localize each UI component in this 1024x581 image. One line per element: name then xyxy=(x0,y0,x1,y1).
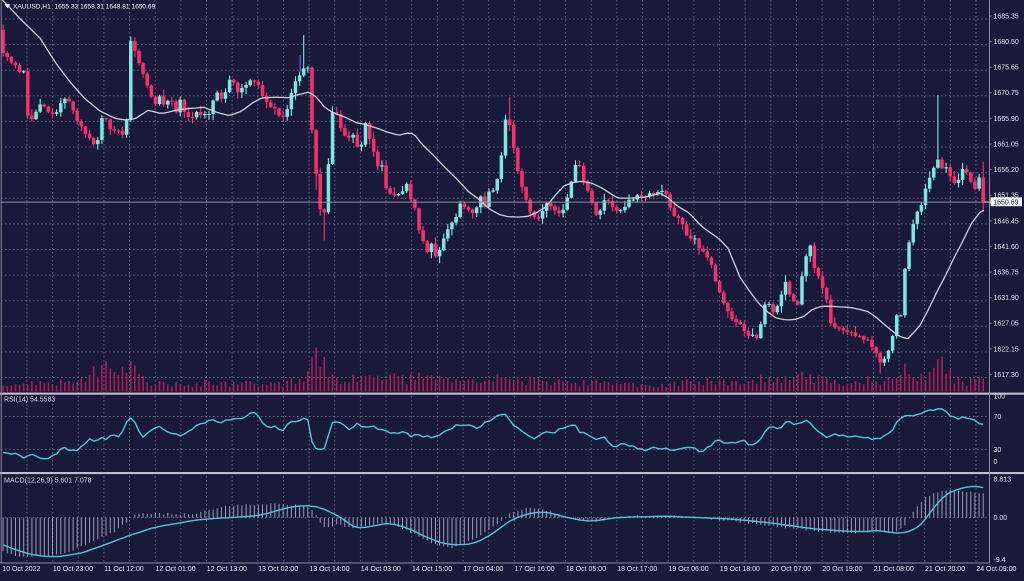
svg-text:1627.05: 1627.05 xyxy=(994,321,1019,328)
svg-text:12 Oct 01:00: 12 Oct 01:00 xyxy=(156,566,196,573)
svg-text:0: 0 xyxy=(994,459,998,466)
svg-text:21 Oct 20:00: 21 Oct 20:00 xyxy=(925,566,965,573)
svg-text:1675.65: 1675.65 xyxy=(994,65,1019,72)
svg-text:1646.45: 1646.45 xyxy=(994,218,1019,225)
svg-text:12 Oct 13:00: 12 Oct 13:00 xyxy=(207,566,247,573)
svg-text:1685.35: 1685.35 xyxy=(994,13,1019,20)
svg-text:1617.30: 1617.30 xyxy=(994,372,1019,379)
svg-text:100: 100 xyxy=(994,394,1006,401)
svg-text:13 Oct 14:00: 13 Oct 14:00 xyxy=(309,566,349,573)
svg-text:10 Oct 2022: 10 Oct 2022 xyxy=(2,566,40,573)
svg-text:24 Oct 09:00: 24 Oct 09:00 xyxy=(976,566,1016,573)
svg-text:17 Oct 16:00: 17 Oct 16:00 xyxy=(515,566,555,573)
svg-text:18 Oct 17:00: 18 Oct 17:00 xyxy=(617,566,657,573)
svg-text:1651.35: 1651.35 xyxy=(994,193,1019,200)
svg-text:20 Oct 07:00: 20 Oct 07:00 xyxy=(771,566,811,573)
svg-text:19 Oct 18:00: 19 Oct 18:00 xyxy=(720,566,760,573)
svg-text:1661.05: 1661.05 xyxy=(994,141,1019,148)
svg-text:RSI(14) 54.5583: RSI(14) 54.5583 xyxy=(4,397,55,404)
svg-text:21 Oct 08:00: 21 Oct 08:00 xyxy=(874,566,914,573)
svg-text:1650.69: 1650.69 xyxy=(993,199,1018,206)
svg-text:17 Oct 04:00: 17 Oct 04:00 xyxy=(463,566,503,573)
svg-text:13 Oct 02:00: 13 Oct 02:00 xyxy=(258,566,298,573)
svg-text:1656.20: 1656.20 xyxy=(994,167,1019,174)
svg-text:14 Oct 03:00: 14 Oct 03:00 xyxy=(361,566,401,573)
svg-text:1680.50: 1680.50 xyxy=(994,39,1019,46)
svg-text:1631.90: 1631.90 xyxy=(994,295,1019,302)
svg-text:11 Oct 12:00: 11 Oct 12:00 xyxy=(104,566,144,573)
svg-text:14 Oct 15:00: 14 Oct 15:00 xyxy=(412,566,452,573)
svg-text:1641.60: 1641.60 xyxy=(994,244,1019,251)
svg-text:1622.15: 1622.15 xyxy=(994,346,1019,353)
svg-text:0.00: 0.00 xyxy=(994,515,1008,522)
svg-text:10 Oct 23:00: 10 Oct 23:00 xyxy=(53,566,93,573)
svg-text:19 Oct 06:00: 19 Oct 06:00 xyxy=(669,566,709,573)
svg-text:XAUUSD,H1 1655.33 1658.31 164: XAUUSD,H1 1655.33 1658.31 1648.81 1650.6… xyxy=(13,4,156,11)
svg-text:8.813: 8.813 xyxy=(994,477,1012,484)
svg-text:1636.75: 1636.75 xyxy=(994,269,1019,276)
svg-text:20 Oct 19:00: 20 Oct 19:00 xyxy=(822,566,862,573)
svg-text:1670.75: 1670.75 xyxy=(994,90,1019,97)
svg-text:MACD(12,26,9) 5.601 7.078: MACD(12,26,9) 5.601 7.078 xyxy=(4,478,92,485)
svg-text:-9.4: -9.4 xyxy=(994,557,1006,564)
svg-text:1665.90: 1665.90 xyxy=(994,116,1019,123)
svg-text:70: 70 xyxy=(994,414,1002,421)
svg-text:30: 30 xyxy=(994,447,1002,454)
svg-text:18 Oct 05:00: 18 Oct 05:00 xyxy=(566,566,606,573)
